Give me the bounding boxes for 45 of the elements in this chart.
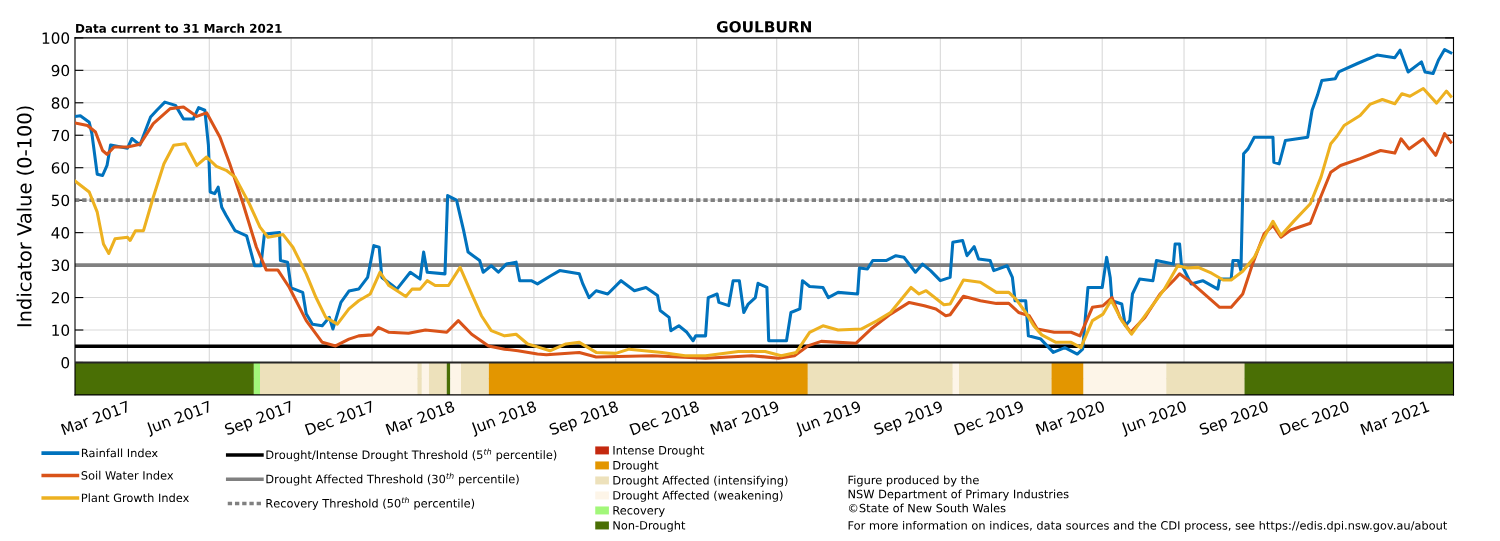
y-tick-label: 50 bbox=[51, 194, 70, 207]
y-tick-label: 30 bbox=[51, 259, 70, 272]
x-tick-label: Dec 2020 bbox=[1279, 400, 1350, 436]
legend-label: Non-Drought bbox=[613, 520, 686, 532]
x-tick-label: Sep 2019 bbox=[873, 400, 945, 439]
legend-label: Soil Water Index bbox=[81, 470, 174, 480]
legend-label: Intense Drought bbox=[613, 445, 705, 457]
y-tick-label: 90 bbox=[51, 64, 70, 77]
legend-label: Drought Affected (intensifying) bbox=[613, 475, 788, 487]
legend-label: Recovery Threshold (50$^{th}$ percentile) bbox=[266, 496, 475, 510]
y-tick-label: 80 bbox=[51, 97, 70, 109]
x-tick-label: Mar 2020 bbox=[1035, 400, 1106, 436]
x-tick-label: Mar 2018 bbox=[385, 400, 456, 436]
y-tick-label: 100 bbox=[42, 32, 70, 44]
x-tick-label: Sep 2017 bbox=[223, 400, 295, 439]
legend-label: Recovery bbox=[613, 506, 665, 517]
legend-label: Drought/Intense Drought Threshold (5$^{th}$ percentile) bbox=[266, 448, 557, 462]
x-tick-label: Jun 2017 bbox=[145, 400, 214, 437]
text: For more information on indices, data sources and the CDI process, see https://edis.dpi.nsw.gov.au/about bbox=[848, 520, 1448, 532]
x-tick-label: Mar 2017 bbox=[60, 400, 131, 436]
legend-label: Plant Growth Index bbox=[81, 493, 189, 503]
x-tick-label: Sep 2020 bbox=[1198, 400, 1270, 439]
y-tick-label: 10 bbox=[52, 324, 70, 337]
x-tick-label: Mar 2021 bbox=[1360, 400, 1430, 436]
chart-title: GOULBURN bbox=[716, 20, 811, 33]
text: Data current to 31 March 2021 bbox=[76, 23, 282, 33]
x-tick-label: Jun 2019 bbox=[794, 400, 863, 437]
legend-label: Drought Affected (weakening) bbox=[613, 490, 783, 502]
x-tick-label: Dec 2017 bbox=[304, 400, 375, 436]
x-tick-label: Mar 2019 bbox=[710, 400, 780, 436]
x-tick-label: Jun 2020 bbox=[1119, 400, 1189, 437]
y-axis-title: Indicator Value (0-100) bbox=[16, 106, 34, 327]
legend-label: Drought bbox=[613, 460, 659, 472]
y-tick-label: 60 bbox=[51, 162, 70, 174]
y-tick-label: 70 bbox=[51, 129, 70, 142]
text: Figure produced by the NSW Department of Primary Industries ©State of New South Wales bbox=[848, 475, 1069, 513]
x-tick-label: Jun 2018 bbox=[469, 400, 538, 437]
y-tick-label: 0 bbox=[61, 356, 70, 369]
legend-label: Rainfall Index bbox=[81, 448, 158, 458]
x-tick-label: Dec 2018 bbox=[629, 400, 700, 436]
x-tick-label: Dec 2019 bbox=[953, 400, 1025, 436]
y-tick-label: 20 bbox=[51, 292, 70, 304]
x-tick-label: Sep 2018 bbox=[548, 400, 620, 439]
legend-label: Drought Affected Threshold (30$^{th}$ percentile) bbox=[266, 472, 519, 486]
y-tick-label: 40 bbox=[51, 227, 70, 239]
